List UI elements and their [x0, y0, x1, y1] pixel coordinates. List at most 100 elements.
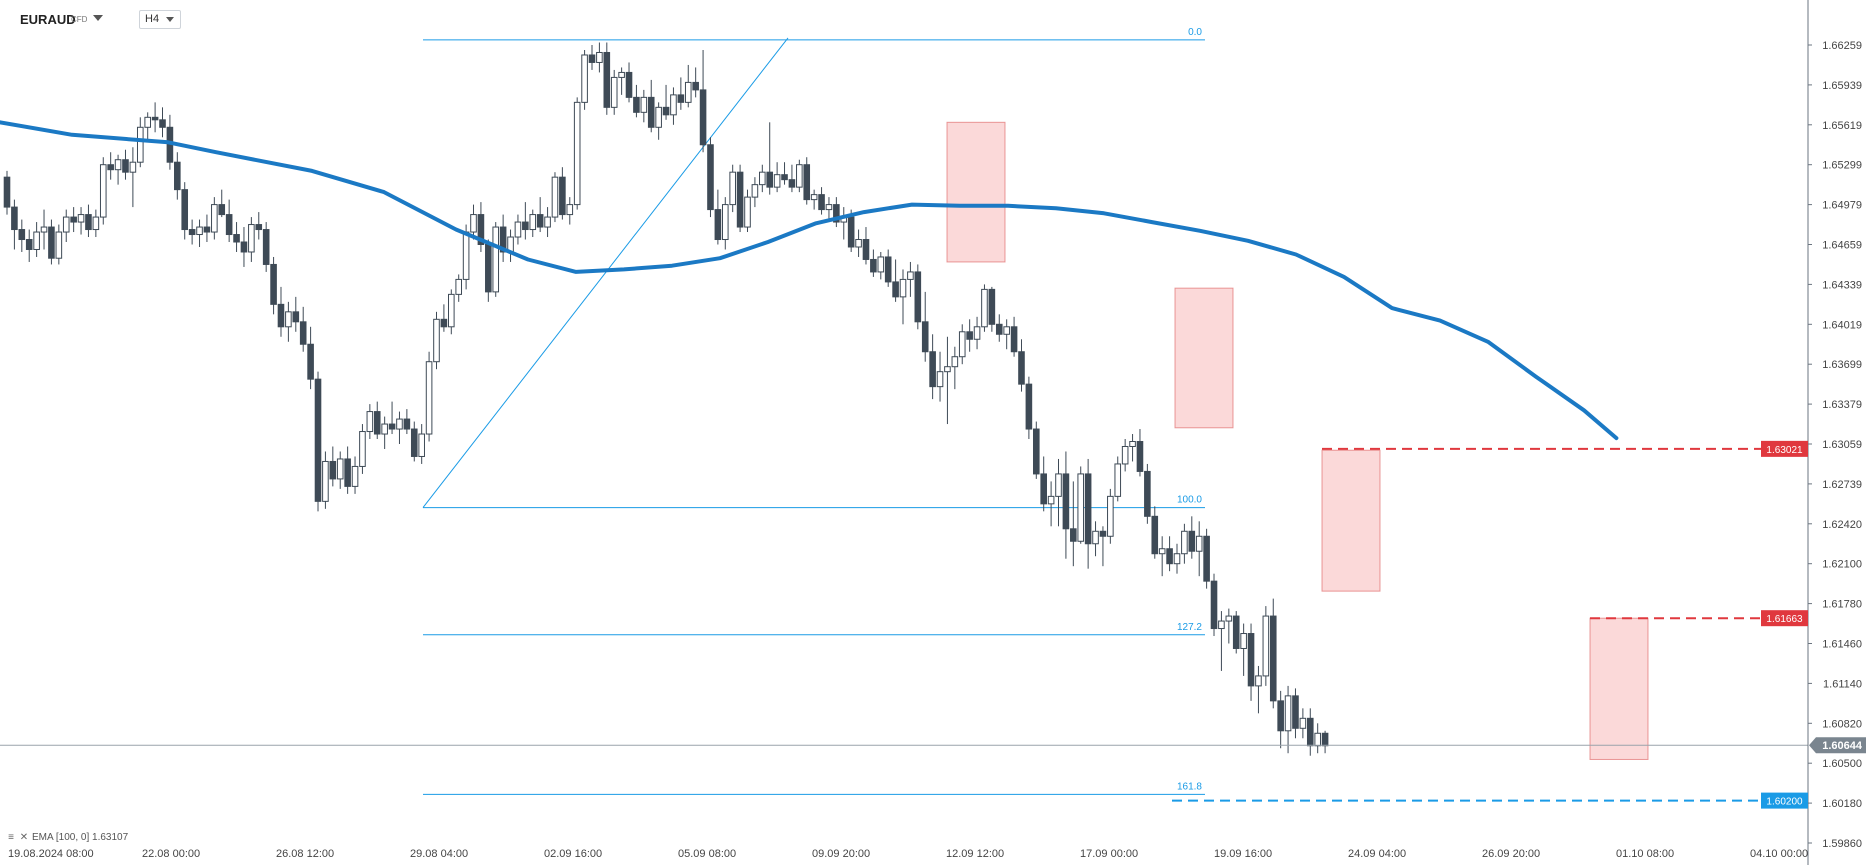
candle — [833, 197, 840, 228]
fib-level-label: 161.8 — [1177, 781, 1202, 792]
candle — [536, 197, 544, 233]
candle-body — [174, 161, 181, 191]
candle — [314, 371, 322, 512]
candle-body — [418, 433, 425, 457]
symbol-dropdown-icon[interactable] — [93, 15, 103, 21]
candle-body — [188, 229, 196, 236]
candle — [899, 269, 907, 325]
price-tick-label: 1.63379 — [1822, 399, 1862, 411]
candle — [522, 202, 529, 240]
candle-body — [981, 288, 988, 328]
candle-body — [662, 106, 670, 116]
candle-body — [196, 226, 203, 236]
price-tick-label: 1.61140 — [1823, 678, 1862, 690]
candle-body — [810, 194, 818, 201]
candle-body — [870, 258, 877, 273]
supply-zone — [1174, 287, 1234, 429]
candle — [211, 197, 218, 240]
candle-body — [440, 318, 448, 328]
price-tag-label: 1.61663 — [1766, 614, 1803, 625]
candle-body — [833, 204, 840, 223]
candle — [670, 87, 677, 125]
symbol-name[interactable]: EURAUD — [20, 12, 76, 27]
close-icon[interactable]: ✕ — [19, 831, 29, 843]
candle — [3, 170, 11, 215]
candle — [1151, 506, 1159, 559]
candle-body — [929, 351, 936, 388]
candle — [1136, 429, 1144, 477]
candle — [1292, 688, 1299, 739]
candle — [1240, 623, 1247, 676]
candle-body — [18, 229, 26, 241]
candle — [433, 311, 440, 370]
time-tick-label: 22.08 00:00 — [142, 848, 200, 860]
candle — [107, 152, 114, 180]
time-tick-label: 26.08 12:00 — [276, 848, 334, 860]
candle-body — [573, 101, 581, 206]
candle-body — [522, 221, 529, 231]
candle — [721, 197, 729, 250]
candle — [307, 326, 314, 390]
candle — [114, 154, 122, 185]
candle-body — [751, 184, 759, 198]
time-tick-label: 12.09 12:00 — [946, 848, 1004, 860]
candle — [136, 117, 144, 168]
candle — [707, 137, 714, 218]
candle-body — [1166, 548, 1173, 565]
candle-body — [677, 94, 685, 103]
candle — [544, 207, 551, 238]
candle-body — [1210, 580, 1218, 630]
candle — [1129, 434, 1136, 462]
candle — [573, 97, 581, 210]
candle — [736, 164, 744, 233]
zones-layer — [946, 121, 1649, 760]
candle — [973, 316, 981, 350]
candle-body — [884, 256, 892, 283]
candle-body — [1314, 732, 1321, 747]
candle — [1247, 623, 1255, 701]
timeframe-select[interactable]: H4 — [139, 10, 181, 29]
fib-level-label: 127.2 — [1177, 622, 1202, 633]
candle-body — [1188, 530, 1196, 552]
candle-body — [958, 331, 966, 358]
candle — [1284, 685, 1292, 754]
candle-body — [640, 96, 648, 113]
candle — [129, 147, 137, 208]
price-tick-label: 1.63699 — [1822, 359, 1862, 371]
candle-body — [255, 224, 263, 231]
candle — [418, 424, 425, 464]
candle-body — [270, 263, 277, 305]
candles-layer — [3, 42, 1329, 756]
candle — [714, 189, 722, 245]
candle-body — [151, 116, 159, 121]
candle — [559, 167, 566, 220]
candle — [218, 189, 226, 218]
candle — [773, 162, 781, 193]
candle-body — [995, 323, 1003, 335]
candle — [855, 229, 862, 257]
candle — [1203, 528, 1210, 589]
candle-body — [1121, 445, 1129, 465]
price-tick-label: 1.61780 — [1822, 599, 1862, 611]
candle — [1062, 451, 1070, 559]
candle-body — [314, 378, 322, 502]
symbol-type: CFD — [71, 15, 88, 24]
candle-body — [329, 460, 337, 480]
settings-icon[interactable]: ≡ — [8, 831, 14, 843]
candle — [25, 229, 33, 262]
candle — [270, 256, 277, 315]
candle-body — [1055, 473, 1062, 497]
candle — [1040, 456, 1048, 512]
price-tick-label: 1.60500 — [1822, 758, 1862, 770]
candle — [240, 227, 248, 267]
chevron-down-icon — [166, 17, 174, 22]
candle — [233, 222, 240, 252]
candle — [11, 199, 18, 250]
candle-body — [818, 194, 825, 211]
time-tick-label: 04.10 00:00 — [1750, 848, 1808, 860]
candle — [492, 222, 500, 297]
price-tick-label: 1.64659 — [1822, 240, 1862, 252]
candle — [840, 207, 848, 240]
candle — [1084, 458, 1092, 569]
